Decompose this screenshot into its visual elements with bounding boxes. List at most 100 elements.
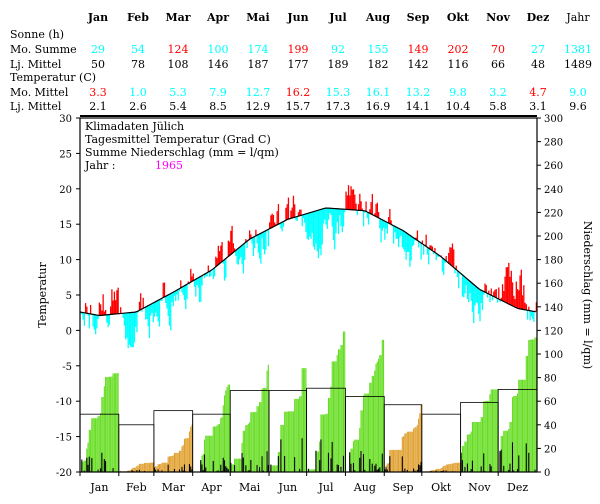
cumulative-precip-bar bbox=[448, 464, 449, 472]
cumulative-precip-bar bbox=[419, 413, 420, 472]
cumulative-precip-bar bbox=[489, 394, 490, 472]
month-header: Mai bbox=[246, 11, 269, 24]
cumulative-precip-bar bbox=[414, 427, 415, 472]
cumulative-precip-bar bbox=[393, 450, 394, 472]
table-value: 78 bbox=[131, 58, 145, 71]
cumulative-precip-bar bbox=[96, 418, 97, 472]
cumulative-precip-bar bbox=[399, 450, 400, 472]
cumulative-precip-bar bbox=[339, 349, 340, 472]
table-value: 116 bbox=[448, 58, 469, 71]
right-tick-label: 220 bbox=[544, 208, 563, 219]
cumulative-precip-bar bbox=[534, 337, 535, 472]
daily-precip-bar bbox=[319, 460, 320, 472]
cumulative-precip-bar bbox=[245, 425, 246, 472]
daily-precip-bar bbox=[418, 464, 419, 472]
cumulative-precip-bar bbox=[244, 431, 245, 472]
daily-precip-bar bbox=[204, 455, 205, 472]
daily-precip-bar bbox=[91, 458, 92, 472]
daily-precip-bar bbox=[224, 460, 225, 472]
cumulative-precip-bar bbox=[143, 464, 144, 472]
cumulative-precip-bar bbox=[517, 394, 518, 472]
daily-precip-bar bbox=[105, 461, 106, 472]
right-tick-label: 160 bbox=[544, 279, 563, 290]
chart-title-line: Tagesmittel Temperatur (Grad C) bbox=[85, 133, 271, 146]
cumulative-precip-bar bbox=[263, 388, 264, 472]
cumulative-precip-bar bbox=[145, 463, 146, 472]
cumulative-precip-bar bbox=[265, 388, 266, 472]
cumulative-precip-bar bbox=[403, 436, 404, 472]
cumulative-precip-bar bbox=[372, 376, 373, 472]
cumulative-precip-bar bbox=[528, 340, 529, 472]
cumulative-precip-bar bbox=[240, 459, 241, 472]
cumulative-precip-bar bbox=[163, 463, 164, 472]
y-axis-label-left: Temperatur bbox=[36, 261, 49, 327]
table-value: 4.7 bbox=[529, 86, 547, 99]
cumulative-precip-bar bbox=[487, 401, 488, 472]
cumulative-precip-bar bbox=[412, 432, 413, 472]
cumulative-precip-bar bbox=[239, 459, 240, 472]
daily-precip-bar bbox=[223, 458, 224, 472]
right-tick-label: 20 bbox=[544, 444, 557, 455]
table-value: 108 bbox=[168, 58, 189, 71]
month-header: Jan bbox=[87, 11, 108, 24]
cumulative-precip-bar bbox=[190, 427, 191, 472]
cumulative-precip-bar bbox=[277, 465, 278, 472]
daily-precip-bar bbox=[526, 443, 527, 472]
cumulative-precip-bar bbox=[100, 413, 101, 472]
table-value: 1.0 bbox=[129, 86, 147, 99]
daily-precip-bar bbox=[338, 465, 339, 472]
cumulative-precip-bar bbox=[214, 426, 215, 472]
table-value: 199 bbox=[288, 43, 309, 56]
cumulative-precip-bar bbox=[417, 425, 418, 472]
cumulative-precip-bar bbox=[453, 463, 454, 472]
daily-precip-bar bbox=[257, 465, 258, 472]
cumulative-precip-bar bbox=[300, 396, 301, 472]
cumulative-precip-bar bbox=[166, 463, 167, 472]
daily-precip-bar bbox=[483, 453, 484, 472]
daily-precip-bar bbox=[226, 468, 227, 472]
daily-precip-bar bbox=[280, 439, 281, 472]
daily-precip-bar bbox=[225, 466, 226, 472]
cumulative-precip-bar bbox=[228, 385, 229, 472]
year-header: Jahr bbox=[565, 11, 590, 24]
month-header: Jul bbox=[328, 11, 346, 24]
daily-precip-bar bbox=[190, 467, 191, 472]
daily-precip-bar bbox=[89, 457, 90, 472]
cumulative-precip-bar bbox=[219, 424, 220, 472]
daily-precip-bar bbox=[518, 455, 519, 472]
cumulative-precip-bar bbox=[471, 431, 472, 472]
cumulative-precip-bar bbox=[141, 464, 142, 472]
cumulative-precip-bar bbox=[99, 416, 100, 472]
cumulative-precip-bar bbox=[491, 389, 492, 472]
table-value: 7.9 bbox=[209, 86, 227, 99]
daily-precip-bar bbox=[245, 465, 246, 472]
daily-precip-bar bbox=[294, 457, 295, 472]
cumulative-precip-bar bbox=[180, 451, 181, 472]
cumulative-precip-bar bbox=[401, 450, 402, 472]
cumulative-precip-bar bbox=[364, 394, 365, 472]
cumulative-precip-bar bbox=[340, 345, 341, 472]
cumulative-precip-bar bbox=[456, 463, 457, 472]
cumulative-precip-bar bbox=[293, 411, 294, 472]
cumulative-precip-bar bbox=[496, 389, 497, 472]
daily-precip-bar bbox=[189, 464, 190, 472]
cumulative-precip-bar bbox=[394, 450, 395, 472]
right-tick-label: 280 bbox=[544, 138, 563, 149]
table-value: 3.2 bbox=[489, 86, 507, 99]
left-tick-label: 0 bbox=[66, 326, 72, 337]
cumulative-precip-bar bbox=[373, 376, 374, 472]
cumulative-precip-bar bbox=[285, 412, 286, 472]
month-header: Sep bbox=[407, 11, 430, 24]
left-tick-label: 30 bbox=[59, 114, 72, 125]
cumulative-precip-bar bbox=[288, 411, 289, 472]
cumulative-precip-bar bbox=[208, 436, 209, 472]
month-header: Nov bbox=[486, 11, 510, 24]
cumulative-precip-bar bbox=[449, 464, 450, 472]
cumulative-precip-bar bbox=[138, 466, 139, 472]
cumulative-precip-bar bbox=[398, 450, 399, 472]
cumulative-precip-bar bbox=[409, 432, 410, 472]
table-value: 9.6 bbox=[569, 100, 587, 113]
cumulative-precip-bar bbox=[150, 463, 151, 472]
cumulative-precip-bar bbox=[103, 397, 104, 472]
month-header: Apr bbox=[206, 11, 229, 24]
